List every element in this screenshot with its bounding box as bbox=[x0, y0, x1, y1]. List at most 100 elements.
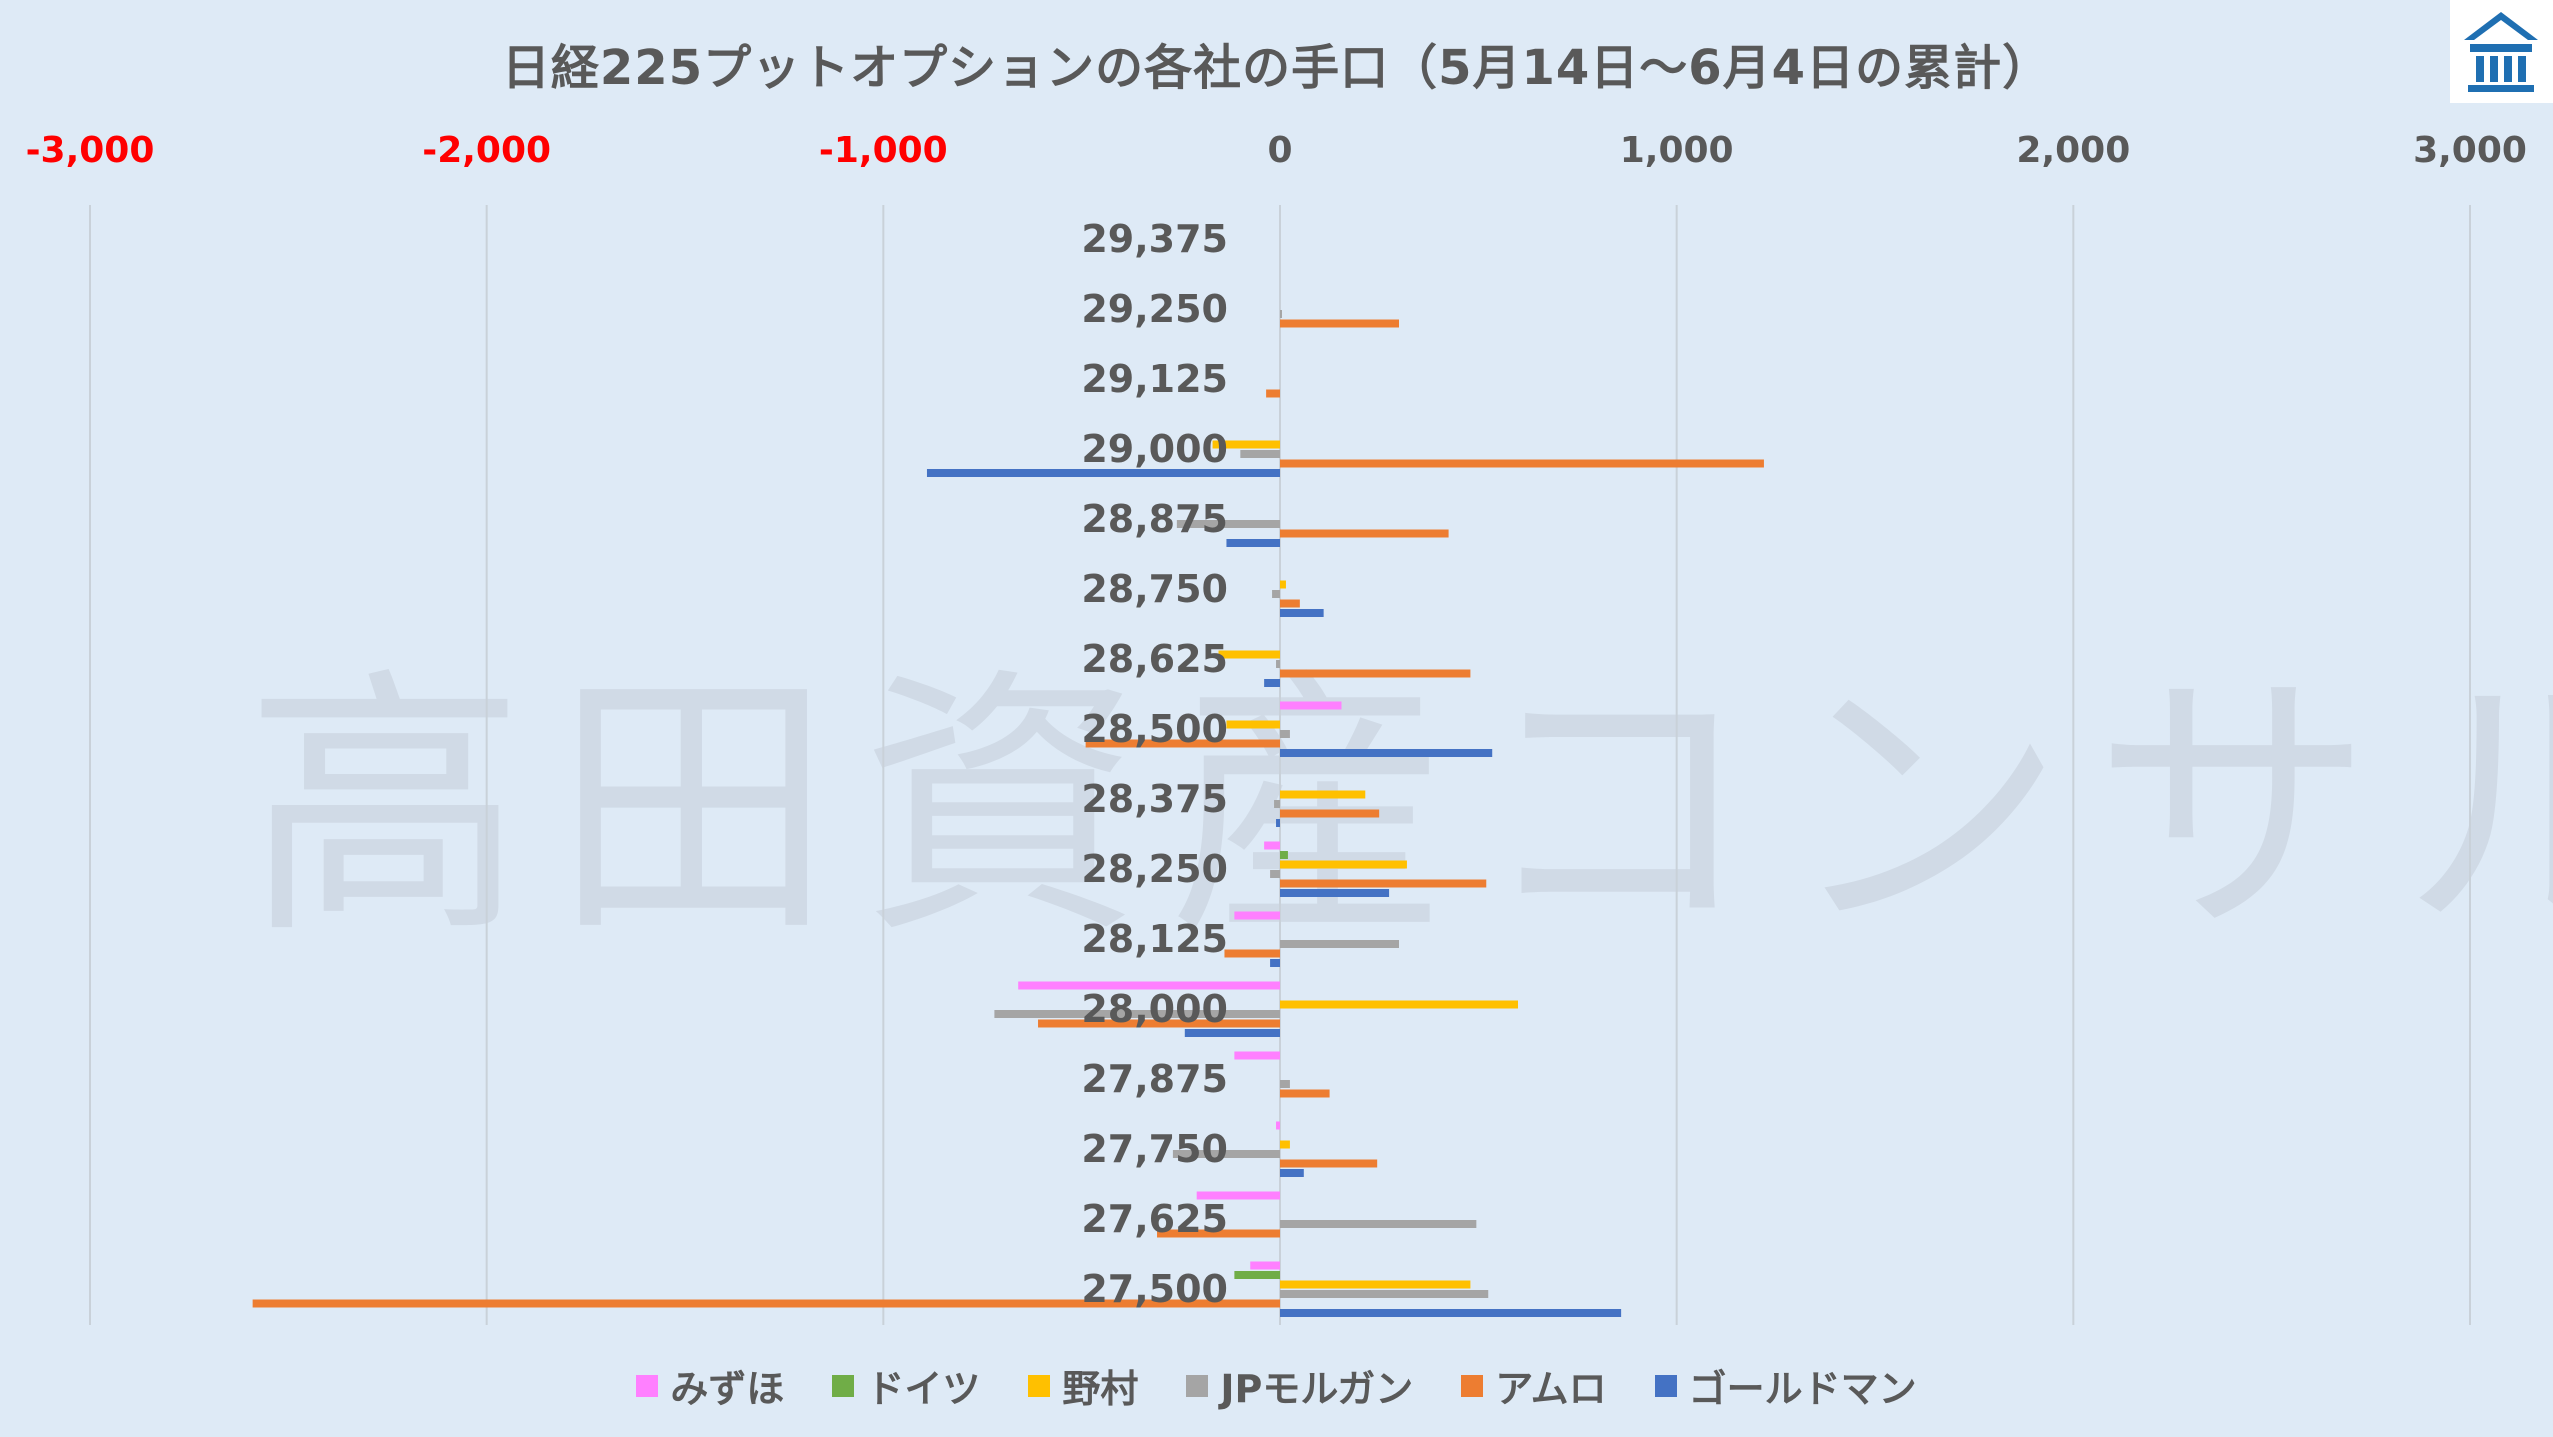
bars bbox=[252, 310, 1764, 1317]
category-label: 28,125 bbox=[1081, 917, 1228, 961]
bar-JPモルガン-27,750 bbox=[1172, 1150, 1280, 1158]
bar-アムロ-27,750 bbox=[1280, 1159, 1378, 1168]
bar-みずほ-27,500 bbox=[1250, 1261, 1280, 1270]
bar-みずほ-27,750 bbox=[1276, 1121, 1280, 1130]
bar-アムロ-28,750 bbox=[1280, 599, 1300, 608]
bar-JPモルガン-28,250 bbox=[1270, 870, 1280, 878]
x-tick-label: -3,000 bbox=[26, 130, 155, 171]
bar-ゴールドマン-28,750 bbox=[1280, 609, 1324, 617]
bar-ゴールドマン-28,125 bbox=[1270, 959, 1280, 967]
legend-label: 野村 bbox=[1062, 1367, 1139, 1411]
bar-JPモルガン-27,500 bbox=[1280, 1290, 1489, 1298]
bar-野村-28,000 bbox=[1280, 1000, 1518, 1009]
bar-野村-28,750 bbox=[1280, 580, 1286, 589]
category-label: 27,875 bbox=[1081, 1057, 1228, 1101]
bar-野村-28,625 bbox=[1218, 650, 1280, 659]
legend-swatch bbox=[1461, 1374, 1484, 1397]
bar-ゴールドマン-28,250 bbox=[1280, 889, 1390, 897]
legend-swatch bbox=[636, 1374, 659, 1397]
category-label: 29,000 bbox=[1081, 427, 1228, 471]
bar-アムロ-27,875 bbox=[1280, 1089, 1330, 1098]
legend-label: アムロ bbox=[1495, 1367, 1607, 1411]
watermark: 高田資産コンサル bbox=[245, 646, 2553, 972]
category-label: 28,750 bbox=[1081, 567, 1228, 611]
bar-JPモルガン-27,875 bbox=[1280, 1080, 1290, 1088]
x-tick-label: 3,000 bbox=[2413, 130, 2527, 171]
bar-アムロ-27,625 bbox=[1157, 1229, 1280, 1238]
bar-アムロ-28,875 bbox=[1280, 529, 1449, 538]
bar-ゴールドマン-28,625 bbox=[1264, 679, 1280, 687]
legend-item: アムロ bbox=[1461, 1358, 1607, 1413]
category-label: 29,375 bbox=[1081, 217, 1228, 261]
bar-JPモルガン-29,250 bbox=[1280, 310, 1282, 318]
chart-title: 日経225プットオプションの各社の手口（5月14日～6月4日の累計） bbox=[501, 40, 2052, 96]
legend-label: JPモルガン bbox=[1220, 1367, 1414, 1411]
bar-みずほ-28,250 bbox=[1264, 841, 1280, 850]
bar-アムロ-27,500 bbox=[252, 1299, 1281, 1308]
bar-アムロ-29,250 bbox=[1280, 319, 1399, 328]
bar-JPモルガン-28,375 bbox=[1274, 800, 1280, 808]
bar-野村-28,250 bbox=[1280, 860, 1407, 869]
legend-item: ドイツ bbox=[832, 1358, 980, 1413]
bar-JPモルガン-29,000 bbox=[1240, 450, 1280, 458]
bar-ゴールドマン-28,000 bbox=[1184, 1029, 1280, 1037]
category-label: 29,125 bbox=[1081, 357, 1228, 401]
category-labels: 29,375 29,250 29,125 29,000 28,875 28,750 28,6… bbox=[1081, 217, 1228, 1311]
bar-アムロ-28,125 bbox=[1224, 949, 1280, 958]
bar-ゴールドマン-27,500 bbox=[1280, 1309, 1622, 1317]
bar-アムロ-29,000 bbox=[1280, 459, 1764, 468]
legend-label: ドイツ bbox=[866, 1367, 981, 1411]
legend-item: JPモルガン bbox=[1186, 1358, 1413, 1413]
bar-アムロ-28,375 bbox=[1280, 809, 1380, 818]
category-label: 27,625 bbox=[1081, 1197, 1228, 1241]
bar-アムロ-28,250 bbox=[1280, 879, 1487, 888]
temple-logo-icon bbox=[2464, 12, 2538, 92]
category-label: 29,250 bbox=[1081, 287, 1228, 331]
bar-野村-28,375 bbox=[1280, 790, 1366, 799]
category-label: 28,625 bbox=[1081, 637, 1228, 681]
legend-swatch bbox=[1028, 1374, 1051, 1397]
bar-アムロ-29,125 bbox=[1266, 389, 1280, 398]
bar-ドイツ-27,500 bbox=[1234, 1271, 1280, 1279]
bar-野村-27,750 bbox=[1280, 1140, 1290, 1149]
bar-JPモルガン-27,625 bbox=[1280, 1220, 1477, 1228]
bar-アムロ-28,000 bbox=[1038, 1019, 1280, 1028]
x-axis-ticks: -3,000 -2,000 -1,000 0 1,000 2,000 3,000 bbox=[26, 130, 2527, 171]
legend-swatch bbox=[1186, 1374, 1209, 1397]
bar-ドイツ-28,250 bbox=[1280, 851, 1288, 859]
bar-野村-28,500 bbox=[1226, 720, 1280, 729]
legend: みずほ ドイツ 野村 JPモルガン アムロ ゴールドマン bbox=[0, 1358, 2553, 1413]
bar-ゴールドマン-28,500 bbox=[1280, 749, 1493, 757]
bar-JPモルガン-28,125 bbox=[1280, 940, 1399, 948]
bar-JPモルガン-28,500 bbox=[1280, 730, 1290, 738]
bar-ゴールドマン-28,875 bbox=[1226, 539, 1280, 547]
legend-item: 野村 bbox=[1028, 1358, 1138, 1413]
category-label: 28,500 bbox=[1081, 707, 1228, 751]
bar-野村-27,500 bbox=[1280, 1280, 1471, 1289]
category-label: 27,500 bbox=[1081, 1267, 1228, 1311]
company-logo bbox=[2450, 0, 2553, 103]
bar-ゴールドマン-29,000 bbox=[926, 469, 1280, 477]
bar-みずほ-28,000 bbox=[1018, 981, 1280, 990]
x-tick-label: 0 bbox=[1267, 130, 1292, 171]
bar-みずほ-28,125 bbox=[1234, 911, 1280, 920]
x-tick-label: 2,000 bbox=[2016, 130, 2130, 171]
bar-野村-29,000 bbox=[1212, 440, 1280, 449]
bar-みずほ-28,500 bbox=[1280, 701, 1342, 710]
x-tick-label: -1,000 bbox=[819, 130, 948, 171]
bar-chart-plot: -3,000 -2,000 -1,000 0 1,000 2,000 3,000 29,37… bbox=[26, 130, 2527, 1325]
bar-ゴールドマン-28,375 bbox=[1276, 819, 1280, 827]
bar-JPモルガン-28,750 bbox=[1272, 590, 1280, 598]
legend-swatch bbox=[832, 1374, 855, 1397]
x-tick-label: 1,000 bbox=[1620, 130, 1734, 171]
bar-アムロ-28,500 bbox=[1085, 739, 1280, 748]
category-label: 28,000 bbox=[1081, 987, 1228, 1031]
category-label: 28,375 bbox=[1081, 777, 1228, 821]
legend-swatch bbox=[1654, 1374, 1677, 1397]
legend-item: ゴールドマン bbox=[1654, 1358, 1917, 1413]
x-tick-label: -2,000 bbox=[422, 130, 551, 171]
bar-JPモルガン-28,875 bbox=[1176, 520, 1280, 528]
bar-みずほ-27,875 bbox=[1234, 1051, 1280, 1060]
bar-ゴールドマン-27,750 bbox=[1280, 1169, 1304, 1177]
legend-label: ゴールドマン bbox=[1688, 1367, 1917, 1411]
